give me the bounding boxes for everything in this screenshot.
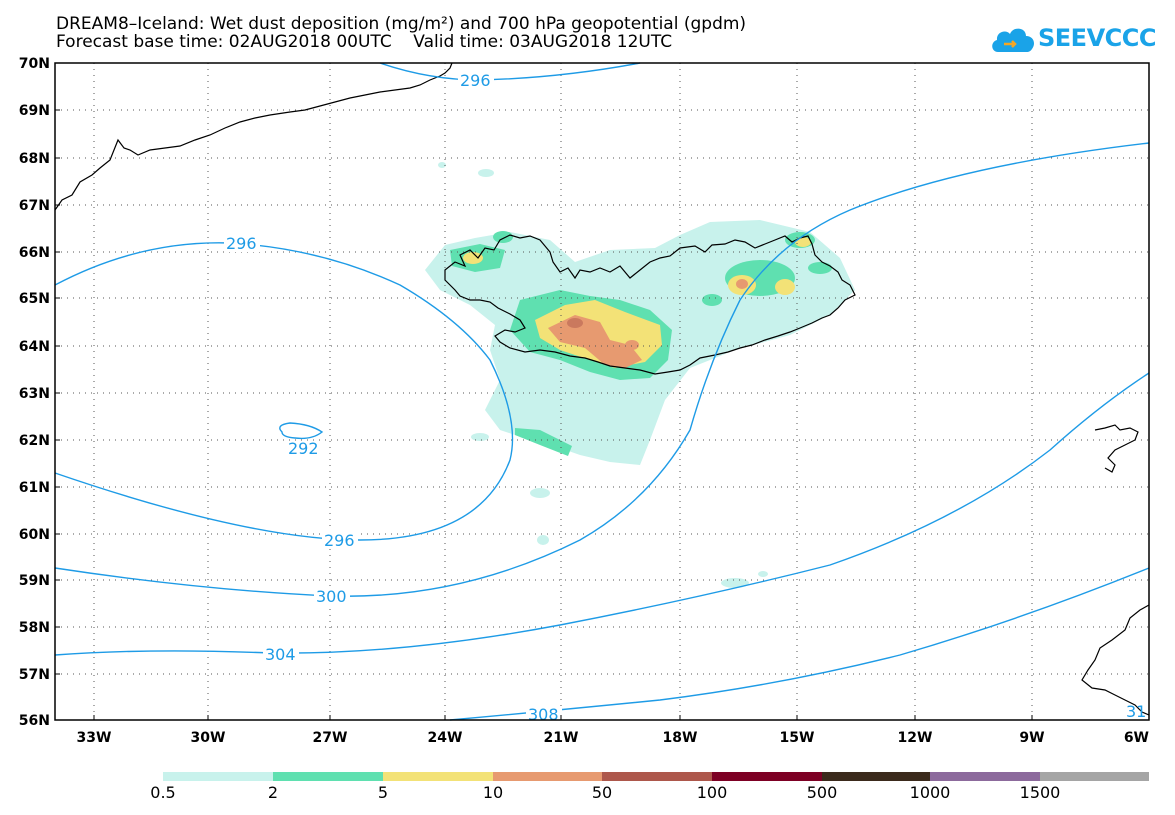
lat-label: 61N xyxy=(19,480,50,496)
legend-label: 0.5 xyxy=(150,783,176,802)
lon-label: 12W xyxy=(898,730,933,746)
seevccc-logo: SEEVCCC xyxy=(990,20,1157,56)
contour-label: 308 xyxy=(528,705,559,724)
lon-label: 21W xyxy=(544,730,579,746)
longitude-labels: 33W 30W 27W 24W 21W 18W 15W 12W 9W 6W xyxy=(77,730,1149,746)
map-subtitle: Forecast base time: 02AUG2018 00UTC Vali… xyxy=(56,32,673,52)
legend-label: 2 xyxy=(267,783,279,802)
lat-label: 68N xyxy=(19,151,50,167)
legend-label: 1500 xyxy=(1019,783,1061,802)
legend-swatch xyxy=(602,772,712,781)
lat-label: 66N xyxy=(19,245,50,261)
logo-text: SEEVCCC xyxy=(1038,24,1157,52)
legend-label: 10 xyxy=(482,783,504,802)
lat-label: 65N xyxy=(19,291,50,307)
lon-label: 27W xyxy=(313,730,348,746)
graticule xyxy=(55,63,1149,720)
legend-swatch xyxy=(822,772,930,781)
latitude-labels: 70N 69N 68N 67N 66N 65N 64N 63N 62N 61N … xyxy=(19,56,50,729)
lon-label: 33W xyxy=(77,730,112,746)
cloud-logo-icon xyxy=(992,28,1034,52)
contour-label: 300 xyxy=(316,587,347,606)
lat-label: 70N xyxy=(19,56,50,72)
map-frame xyxy=(54,62,1150,721)
lon-label: 24W xyxy=(428,730,463,746)
legend-label: 500 xyxy=(806,783,838,802)
legend-swatch xyxy=(712,772,822,781)
legend-swatch xyxy=(163,772,273,781)
lat-label: 62N xyxy=(19,433,50,449)
legend-swatch xyxy=(383,772,493,781)
lat-label: 67N xyxy=(19,198,50,214)
lon-label: 9W xyxy=(1019,730,1044,746)
lon-label: 30W xyxy=(191,730,226,746)
legend-swatch xyxy=(493,772,602,781)
contour-label: 296 xyxy=(324,531,355,550)
lat-label: 60N xyxy=(19,527,50,543)
dust-deposition-field xyxy=(425,162,855,588)
lat-label: 58N xyxy=(19,620,50,636)
lon-label: 18W xyxy=(663,730,698,746)
contour-label: 31 xyxy=(1126,702,1146,721)
lat-label: 69N xyxy=(19,103,50,119)
legend-label: 1000 xyxy=(909,783,951,802)
contour-label: 304 xyxy=(265,645,296,664)
legend-label: 5 xyxy=(377,783,389,802)
lat-label: 59N xyxy=(19,573,50,589)
lat-label: 63N xyxy=(19,386,50,402)
contour-labels: 296 296 292 296 300 304 308 31 xyxy=(224,70,1146,724)
legend-label: 100 xyxy=(696,783,728,802)
lat-label: 57N xyxy=(19,667,50,683)
legend-swatch xyxy=(1040,772,1149,781)
axis-ticks xyxy=(55,62,1033,721)
lon-label: 6W xyxy=(1124,730,1149,746)
legend-swatch xyxy=(930,772,1040,781)
lat-label: 64N xyxy=(19,339,50,355)
contour-label: 296 xyxy=(226,234,257,253)
legend-label: 50 xyxy=(591,783,613,802)
contour-label: 292 xyxy=(288,439,319,458)
lat-label: 56N xyxy=(19,713,50,729)
map-title: DREAM8–Iceland: Wet dust deposition (mg/… xyxy=(56,14,747,34)
coastlines xyxy=(54,62,1150,716)
contour-label: 296 xyxy=(460,71,491,90)
legend-swatch xyxy=(273,772,383,781)
lon-label: 15W xyxy=(780,730,815,746)
